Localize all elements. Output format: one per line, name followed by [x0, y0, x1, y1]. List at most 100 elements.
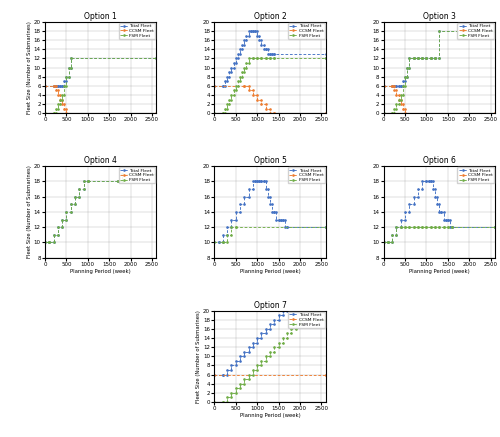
FSM Fleet	[224, 101, 230, 107]
Total Fleet	[119, 179, 125, 184]
FSM Fleet	[398, 225, 404, 230]
Total Fleet	[68, 202, 73, 207]
FSM Fleet	[389, 240, 395, 245]
Total Fleet	[62, 83, 68, 88]
Total Fleet	[66, 65, 71, 70]
FSM Fleet	[402, 225, 408, 230]
Total Fleet	[438, 209, 444, 215]
Line: FSM Fleet: FSM Fleet	[213, 319, 327, 403]
FSM Fleet	[228, 232, 234, 237]
FSM Fleet	[154, 171, 160, 177]
Total Fleet	[396, 83, 402, 88]
Total Fleet	[322, 290, 328, 295]
Total Fleet	[415, 194, 421, 199]
FSM Fleet	[400, 92, 406, 97]
FSM Fleet	[242, 65, 248, 70]
CCSM Fleet	[154, 316, 160, 321]
FSM Fleet	[250, 56, 256, 61]
FSM Fleet	[66, 74, 71, 79]
Total Fleet	[237, 358, 243, 364]
FSM Fleet	[222, 106, 228, 111]
FSM Fleet	[402, 225, 408, 230]
FSM Fleet	[235, 79, 241, 84]
Total Fleet	[434, 202, 440, 207]
FSM Fleet	[419, 56, 425, 61]
FSM Fleet	[64, 217, 70, 222]
Total Fleet	[250, 340, 256, 345]
FSM Fleet	[492, 225, 498, 230]
FSM Fleet	[224, 399, 230, 405]
Total Fleet	[250, 345, 256, 350]
Total Fleet	[436, 56, 442, 61]
Line: Total Fleet: Total Fleet	[382, 180, 496, 244]
FSM Fleet	[292, 326, 298, 332]
CCSM Fleet	[394, 88, 400, 93]
Total Fleet	[50, 240, 56, 245]
CCSM Fleet	[55, 92, 61, 97]
Total Fleet	[284, 308, 290, 313]
CCSM Fleet	[400, 106, 406, 111]
FSM Fleet	[419, 225, 425, 230]
FSM Fleet	[394, 225, 400, 230]
FSM Fleet	[154, 56, 160, 61]
Total Fleet	[440, 209, 446, 215]
Total Fleet	[415, 56, 421, 61]
CCSM Fleet	[400, 101, 406, 107]
Title: Option 5: Option 5	[254, 156, 286, 166]
CCSM Fleet	[402, 111, 408, 116]
FSM Fleet	[385, 240, 391, 245]
FSM Fleet	[66, 65, 71, 70]
FSM Fleet	[237, 386, 243, 391]
Total Fleet	[76, 194, 82, 199]
FSM Fleet	[258, 358, 264, 364]
Total Fleet	[232, 56, 238, 61]
Total Fleet	[389, 232, 395, 237]
Total Fleet	[246, 345, 252, 350]
Total Fleet	[440, 217, 446, 222]
FSM Fleet	[424, 56, 430, 61]
FSM Fleet	[292, 322, 298, 327]
FSM Fleet	[55, 225, 61, 230]
FSM Fleet	[64, 209, 70, 215]
FSM Fleet	[62, 83, 68, 88]
FSM Fleet	[242, 381, 248, 386]
CCSM Fleet	[267, 106, 273, 111]
FSM Fleet	[244, 65, 250, 70]
Total Fleet	[292, 294, 298, 299]
Total Fleet	[57, 83, 63, 88]
FSM Fleet	[59, 92, 65, 97]
FSM Fleet	[254, 363, 260, 368]
Total Fleet	[428, 56, 434, 61]
Total Fleet	[380, 83, 386, 88]
CCSM Fleet	[250, 92, 256, 97]
Total Fleet	[254, 336, 260, 341]
Total Fleet	[406, 209, 412, 215]
CCSM Fleet	[250, 88, 256, 93]
FSM Fleet	[262, 358, 268, 364]
X-axis label: Planning Period (week): Planning Period (week)	[240, 413, 300, 418]
Total Fleet	[72, 202, 78, 207]
FSM Fleet	[404, 74, 410, 79]
CCSM Fleet	[50, 83, 56, 88]
FSM Fleet	[55, 101, 61, 107]
CCSM Fleet	[322, 270, 328, 275]
Line: FSM Fleet: FSM Fleet	[382, 226, 496, 244]
FSM Fleet	[224, 106, 230, 111]
FSM Fleet	[64, 74, 70, 79]
FSM Fleet	[258, 363, 264, 368]
Line: FSM Fleet: FSM Fleet	[213, 57, 327, 114]
FSM Fleet	[410, 56, 416, 61]
FSM Fleet	[284, 336, 290, 341]
FSM Fleet	[212, 399, 218, 405]
Legend: Total Fleet, CCSM Fleet, FSM Fleet: Total Fleet, CCSM Fleet, FSM Fleet	[118, 167, 156, 184]
Total Fleet	[50, 83, 56, 88]
Total Fleet	[55, 83, 61, 88]
Total Fleet	[432, 194, 438, 199]
Total Fleet	[62, 79, 68, 84]
Total Fleet	[220, 372, 226, 377]
FSM Fleet	[232, 88, 238, 93]
CCSM Fleet	[398, 97, 404, 102]
Total Fleet	[432, 56, 438, 61]
FSM Fleet	[50, 111, 56, 116]
Total Fleet	[389, 83, 395, 88]
